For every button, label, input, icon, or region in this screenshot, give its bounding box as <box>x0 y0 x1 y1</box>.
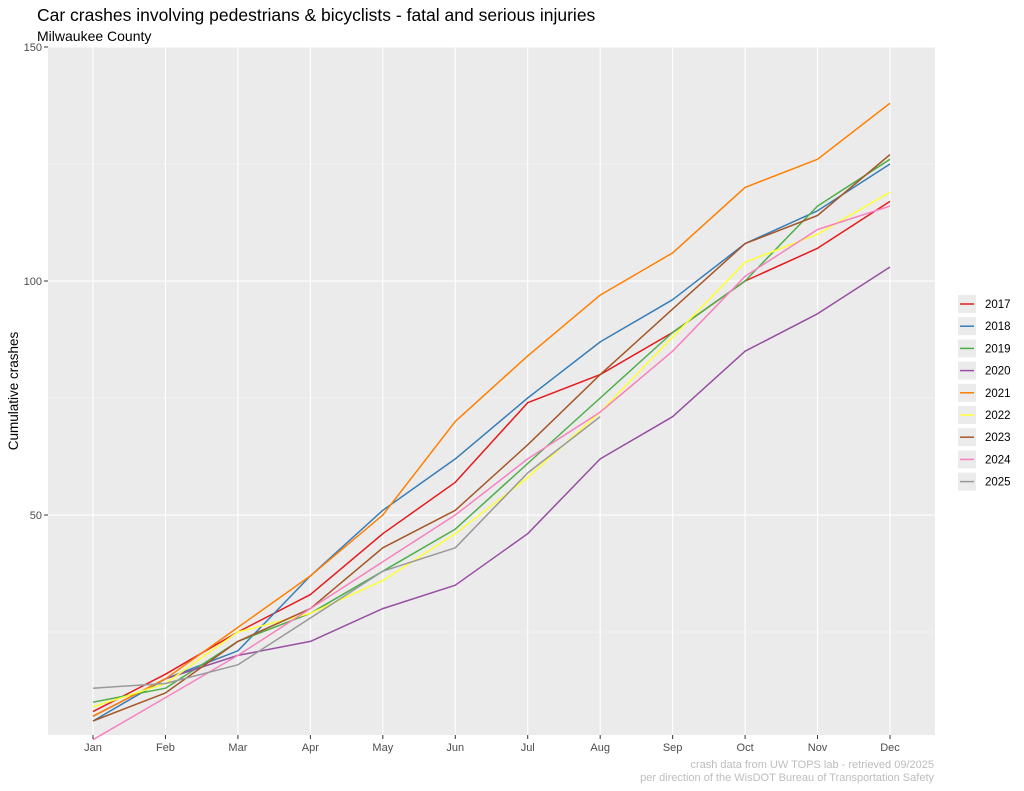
x-axis: Jan Feb Mar Apr May Jun Jul Aug Sep Oct Nov Dec <box>84 735 900 754</box>
major-gridlines <box>48 46 935 735</box>
x-tick-label: Jan <box>84 742 102 754</box>
legend-label-2020: 2020 <box>985 366 1011 378</box>
x-tick-label: Mar <box>228 742 247 754</box>
legend-label-2018: 2018 <box>985 321 1011 333</box>
series-line-2024 <box>92 205 891 741</box>
legend-label-2017: 2017 <box>985 299 1011 311</box>
caption-line-2: per direction of the WisDOT Bureau of Tr… <box>640 772 934 784</box>
legend-label-2022: 2022 <box>985 410 1011 422</box>
caption: crash data from UW TOPS lab - retrieved … <box>640 759 934 785</box>
x-tick-label: Dec <box>880 742 900 754</box>
x-tick-label: Feb <box>156 742 175 754</box>
x-tick-label: Oct <box>737 742 754 754</box>
y-axis: 50 100 150 <box>24 42 48 522</box>
legend-label-2025: 2025 <box>985 477 1011 489</box>
x-tick-label: Aug <box>590 742 610 754</box>
plot-panel <box>48 47 935 735</box>
x-tick-label: Jun <box>446 742 464 754</box>
series-line-2022 <box>92 191 891 708</box>
legend-label-2024: 2024 <box>985 454 1011 466</box>
series-line-2021 <box>92 102 891 717</box>
legend-label-2023: 2023 <box>985 432 1011 444</box>
x-tick-label: Sep <box>663 742 683 754</box>
series-line-2025 <box>92 416 601 689</box>
y-axis-label: Cumulative crashes <box>6 331 21 450</box>
x-tick-label: Nov <box>808 742 828 754</box>
legend-label-2021: 2021 <box>985 388 1011 400</box>
series-line-2020 <box>92 266 891 717</box>
chart-title: Car crashes involving pedestrians & bicy… <box>37 5 596 25</box>
legend: 2017 2018 2019 2020 2021 2022 2023 2024 2025 <box>958 295 1011 491</box>
series-line-2023 <box>92 154 891 722</box>
x-tick-label: Apr <box>302 742 319 754</box>
y-tick-label: 50 <box>30 510 42 522</box>
chart-subtitle: Milwaukee County <box>37 28 152 44</box>
x-tick-label: Jul <box>521 742 535 754</box>
series-lines <box>92 102 891 741</box>
y-tick-label: 100 <box>24 276 42 288</box>
y-tick-label: 150 <box>24 42 42 54</box>
minor-gridlines <box>48 163 935 633</box>
series-line-2017 <box>92 200 891 713</box>
x-tick-label: May <box>372 742 393 754</box>
caption-line-1: crash data from UW TOPS lab - retrieved … <box>690 759 934 771</box>
legend-label-2019: 2019 <box>985 343 1011 355</box>
